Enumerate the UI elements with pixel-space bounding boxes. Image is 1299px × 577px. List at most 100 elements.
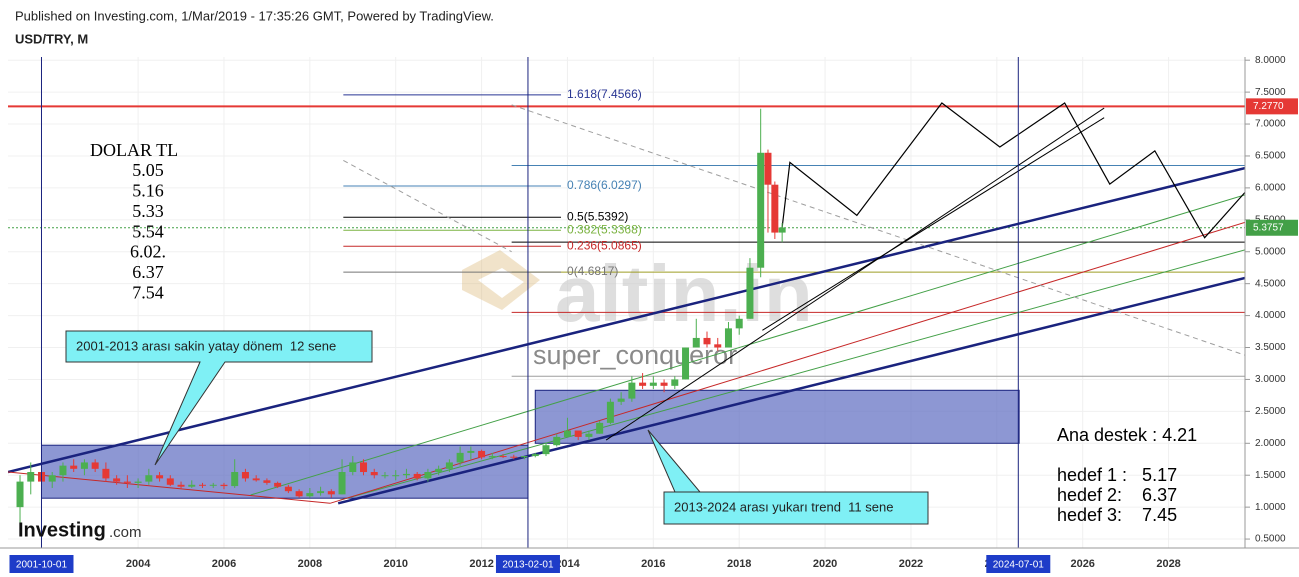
y-tick-label: 4.0000 bbox=[1255, 310, 1286, 321]
y-tick-label: 6.5000 bbox=[1255, 151, 1286, 162]
y-tick-label: 1.5000 bbox=[1255, 470, 1286, 481]
candle-body bbox=[199, 484, 207, 486]
candle-body bbox=[317, 491, 325, 494]
candle-body bbox=[241, 472, 249, 479]
date-tag-label: 2024-07-01 bbox=[993, 560, 1045, 571]
candle-body bbox=[585, 433, 593, 437]
candle-body bbox=[617, 398, 625, 402]
candle-body bbox=[510, 456, 518, 458]
candle-body bbox=[499, 456, 507, 458]
candle-body bbox=[424, 472, 432, 479]
x-tick-label: 2006 bbox=[212, 558, 236, 570]
candle-body bbox=[563, 430, 571, 437]
note-item: 5.16 bbox=[132, 181, 164, 201]
candle-body bbox=[531, 454, 539, 457]
zone-box bbox=[40, 444, 529, 499]
candle-body bbox=[252, 478, 260, 481]
x-tick-label: 2012 bbox=[469, 558, 493, 570]
candle-body bbox=[59, 465, 67, 476]
candle-body bbox=[746, 267, 754, 319]
callout-text: 2001-2013 arası sakin yatay dönem 12 sen… bbox=[76, 338, 336, 353]
candle-body bbox=[166, 478, 174, 485]
candle-body bbox=[327, 491, 335, 495]
x-tick-label: 2020 bbox=[813, 558, 837, 570]
price-tag bbox=[1246, 98, 1298, 115]
note-item: 5.54 bbox=[132, 221, 164, 241]
x-tick-label: 2022 bbox=[899, 558, 923, 570]
y-tick-label: 5.0000 bbox=[1255, 246, 1286, 257]
watermark: .com bbox=[109, 524, 142, 541]
candle-body bbox=[628, 382, 636, 399]
x-tick-label: 2008 bbox=[298, 558, 322, 570]
candle-body bbox=[113, 478, 121, 482]
price-tag bbox=[1246, 219, 1298, 236]
y-tick-label: 1.0000 bbox=[1255, 502, 1286, 513]
candle-body bbox=[220, 484, 228, 487]
candle-body bbox=[284, 486, 292, 492]
note-item: 6.37 bbox=[132, 262, 164, 282]
candle-body bbox=[402, 473, 410, 476]
zone-box bbox=[534, 389, 1020, 444]
candle-body bbox=[682, 347, 690, 380]
candle-body bbox=[360, 462, 368, 473]
note-item: 7.54 bbox=[132, 283, 164, 303]
header: Published on Investing.com, 1/Mar/2019 -… bbox=[15, 8, 494, 23]
watermark-logo bbox=[462, 250, 540, 310]
date-tag bbox=[986, 555, 1051, 573]
candle-body bbox=[134, 481, 142, 483]
y-tick-label: 7.0000 bbox=[1255, 119, 1286, 130]
y-tick-label: 4.5000 bbox=[1255, 278, 1286, 289]
candle-body bbox=[392, 475, 400, 477]
date-tag bbox=[495, 555, 560, 573]
candle-body bbox=[478, 450, 486, 458]
fib-label: 0.5(5.5392) bbox=[567, 209, 628, 223]
candle-body bbox=[714, 344, 722, 348]
fib-label: 1.618(7.4566) bbox=[567, 87, 642, 101]
target-label: hedef 2: 6.37 bbox=[1057, 485, 1177, 505]
logo-shape bbox=[478, 268, 524, 298]
y-tick-label: 2.0000 bbox=[1255, 438, 1286, 449]
candle-body bbox=[757, 152, 765, 268]
candle-body bbox=[381, 475, 389, 477]
watermark: altin.in bbox=[555, 249, 813, 338]
candle-body bbox=[521, 456, 529, 458]
candle-body bbox=[177, 484, 185, 487]
candle-body bbox=[445, 462, 453, 469]
note-item: 5.05 bbox=[132, 160, 164, 180]
logo-shape bbox=[462, 250, 540, 310]
watermark: super_conqueror bbox=[533, 340, 737, 370]
price-tag-label: 5.3757 bbox=[1253, 222, 1284, 233]
watermark: Investing bbox=[18, 519, 106, 541]
candle-body bbox=[606, 401, 614, 423]
candle-body bbox=[542, 445, 550, 455]
plot-area bbox=[8, 94, 1245, 533]
candle-body bbox=[231, 472, 239, 487]
candle-body bbox=[188, 484, 196, 487]
notes-title: DOLAR TL bbox=[90, 140, 178, 160]
candle-body bbox=[771, 184, 779, 233]
trend-line bbox=[511, 104, 1245, 356]
candle-body bbox=[123, 481, 131, 483]
trend-line bbox=[339, 249, 1245, 501]
fib-label: 0(4.6817) bbox=[567, 264, 618, 278]
callout-box bbox=[65, 330, 373, 466]
candle-body bbox=[27, 472, 35, 482]
date-tag-label: 2001-10-01 bbox=[16, 560, 68, 571]
trend-line bbox=[8, 166, 1245, 474]
candle-body bbox=[48, 475, 56, 482]
chart-title: USD/TRY, M bbox=[15, 31, 88, 46]
y-tick-label: 3.5000 bbox=[1255, 342, 1286, 353]
candle-body bbox=[764, 152, 772, 185]
y-tick-label: 3.0000 bbox=[1255, 374, 1286, 385]
candle-body bbox=[435, 468, 443, 473]
trend-line bbox=[762, 117, 1105, 331]
x-tick-label: 2018 bbox=[727, 558, 751, 570]
candle-body bbox=[102, 468, 110, 479]
fib-label: 0.786(6.0297) bbox=[567, 178, 642, 192]
x-tick-label: 2026 bbox=[1070, 558, 1094, 570]
candle-body bbox=[671, 379, 679, 386]
y-tick-label: 0.5000 bbox=[1255, 534, 1286, 545]
candle-body bbox=[306, 493, 314, 497]
